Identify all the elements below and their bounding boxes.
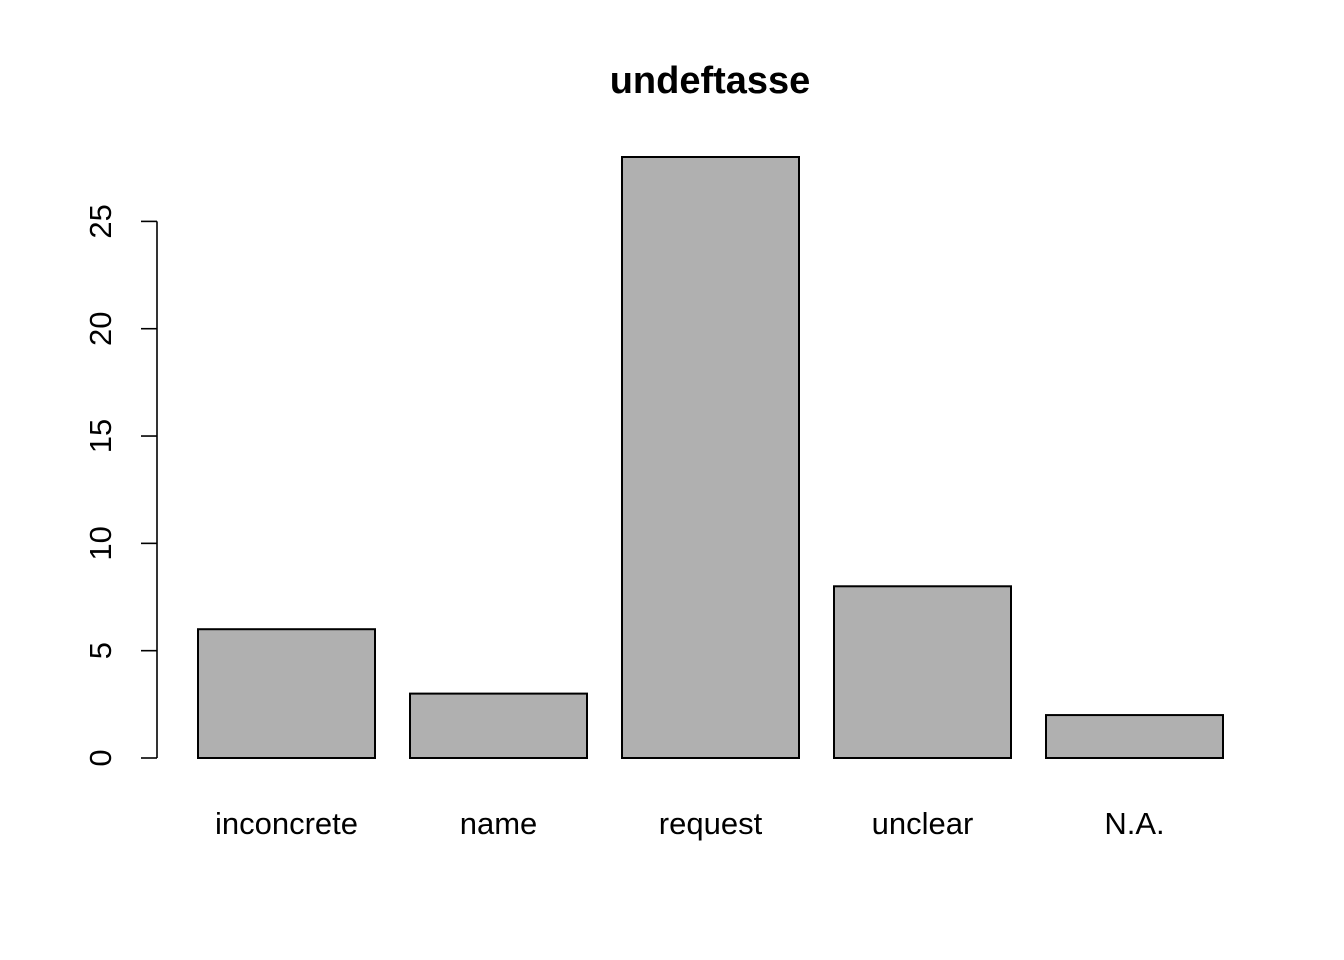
y-tick-label: 20 (83, 311, 118, 345)
bar-inconcrete (197, 628, 376, 760)
x-category-label: name (460, 806, 538, 841)
y-tick-label: 10 (83, 526, 118, 560)
bar-unclear (833, 585, 1012, 759)
bars (197, 156, 1224, 760)
chart-title: undeftasse (610, 60, 811, 102)
y-tick-label: 25 (83, 204, 118, 238)
y-tick-label: 5 (83, 642, 118, 659)
x-category-label: request (659, 806, 763, 841)
bar-name (409, 692, 588, 759)
x-category-label: N.A. (1104, 806, 1164, 841)
x-category-label: inconcrete (215, 806, 358, 841)
x-category-label: unclear (872, 806, 974, 841)
y-tick-label: 0 (83, 749, 118, 766)
y-tick-label: 15 (83, 419, 118, 453)
bar-n-a (1045, 714, 1224, 759)
y-axis: 0 5 10 15 20 25 (83, 204, 158, 767)
x-axis-labels: inconcrete name request unclear N.A. (215, 806, 1165, 841)
bar-request (621, 156, 800, 759)
